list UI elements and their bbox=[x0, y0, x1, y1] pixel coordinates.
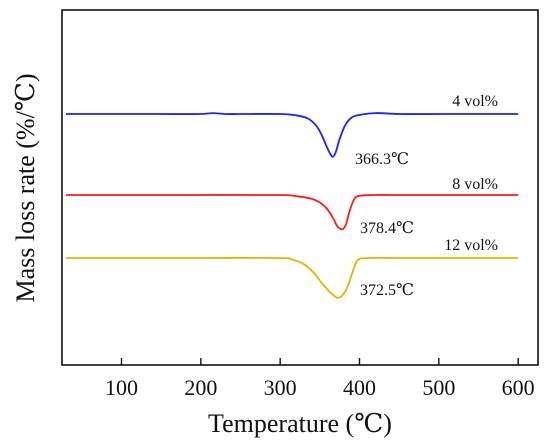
x-tick-label: 500 bbox=[422, 375, 455, 400]
peak-temperature-label-2: 378.4℃ bbox=[360, 220, 414, 237]
x-axis-ticks: 100 200 300 400 500 600 bbox=[105, 358, 535, 400]
series-name-label-1: 4 vol% bbox=[452, 93, 498, 110]
series-name-label-2: 8 vol% bbox=[452, 176, 498, 193]
plot-frame bbox=[61, 9, 539, 366]
y-axis-title: Mass loss rate (%/℃) bbox=[11, 73, 40, 302]
peak-temperature-label-3: 372.5℃ bbox=[360, 282, 414, 299]
x-tick-label: 200 bbox=[184, 375, 217, 400]
peak-temperature-label-1: 366.3℃ bbox=[355, 151, 409, 168]
x-tick-label: 400 bbox=[343, 375, 376, 400]
x-tick-label: 300 bbox=[264, 375, 297, 400]
series-group bbox=[65, 112, 519, 299]
series-name-label-3: 12 vol% bbox=[444, 237, 498, 254]
x-tick-label: 100 bbox=[105, 375, 138, 400]
series-labels: 4 vol% 366.3℃ 8 vol% 378.4℃ 12 vol% 372.5℃ bbox=[355, 93, 498, 299]
series-line-3 bbox=[65, 256, 519, 299]
x-tick-label: 600 bbox=[502, 375, 535, 400]
x-axis-title: Temperature (℃) bbox=[208, 409, 392, 438]
series-line-1 bbox=[66, 112, 519, 158]
series-line-2 bbox=[66, 194, 519, 231]
